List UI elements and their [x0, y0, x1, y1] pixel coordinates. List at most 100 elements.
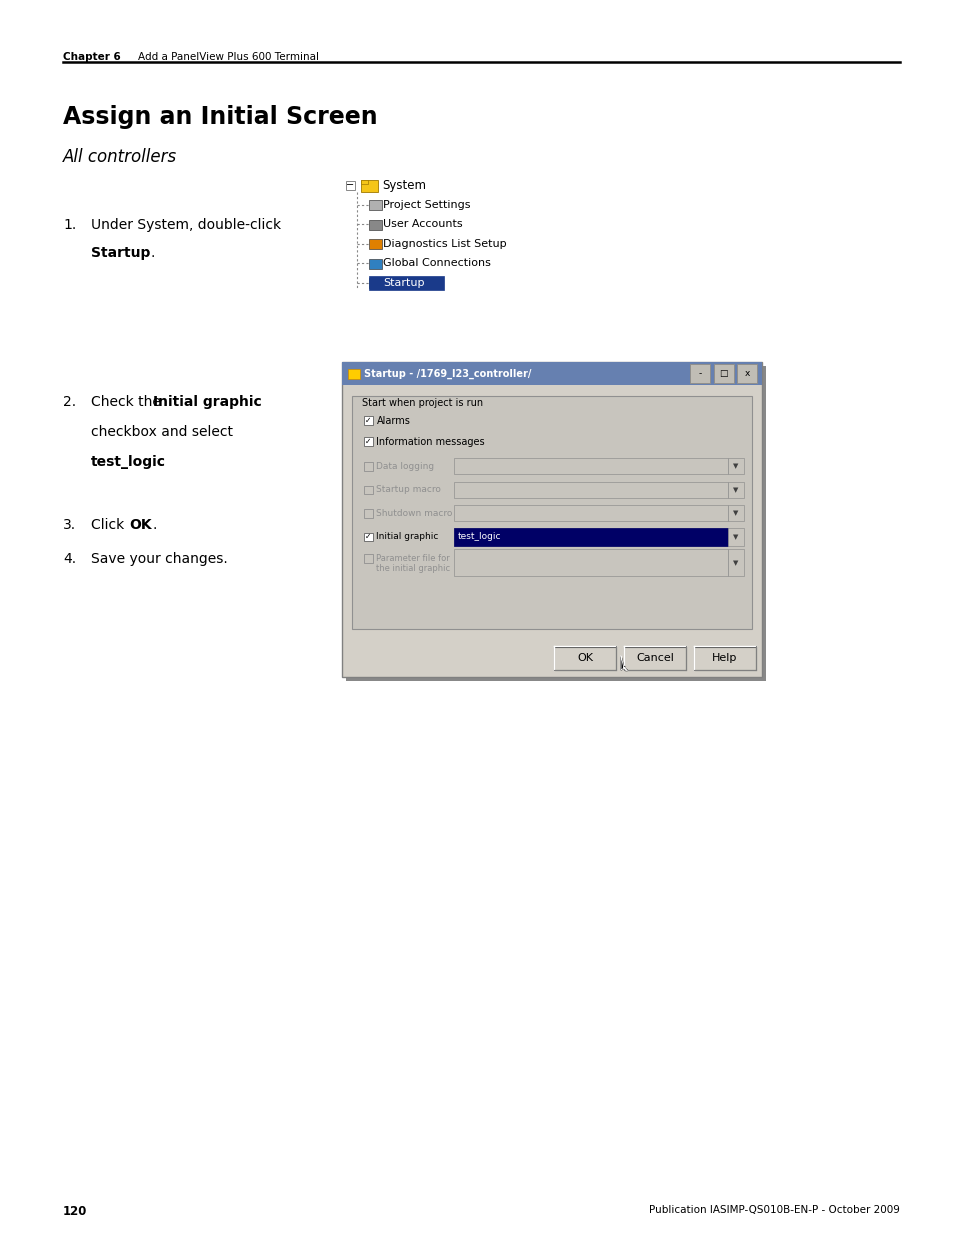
Bar	[341, 383, 761, 385]
Bar	[346, 180, 355, 189]
Bar	[341, 364, 761, 367]
Text: ✓: ✓	[365, 416, 371, 425]
Text: −: −	[346, 180, 355, 190]
Bar	[341, 372, 761, 374]
Bar	[346, 366, 765, 680]
Text: System: System	[381, 179, 426, 191]
Bar	[364, 532, 372, 541]
Bar	[341, 377, 761, 378]
Text: ✓: ✓	[365, 532, 371, 541]
Bar	[727, 482, 743, 498]
Text: x: x	[743, 369, 749, 378]
Bar	[352, 395, 751, 629]
Bar	[727, 529, 743, 546]
Bar	[737, 364, 757, 383]
Bar	[341, 374, 761, 377]
Text: Cancel: Cancel	[636, 653, 673, 663]
Text: Click: Click	[91, 517, 129, 532]
Text: Startup - /1769_l23_controller/: Startup - /1769_l23_controller/	[364, 368, 531, 379]
Text: -: -	[698, 369, 700, 378]
Text: test_logic: test_logic	[457, 532, 501, 541]
Text: Parameter file for: Parameter file for	[376, 555, 450, 563]
Bar	[364, 437, 372, 446]
Bar	[341, 362, 761, 677]
Bar	[623, 646, 685, 669]
Text: checkbox and select: checkbox and select	[91, 425, 233, 438]
Bar	[454, 482, 727, 498]
Text: Help: Help	[712, 653, 737, 663]
Bar	[341, 369, 761, 372]
Text: ▼: ▼	[733, 559, 738, 566]
Text: Assign an Initial Screen: Assign an Initial Screen	[63, 105, 377, 128]
Text: Project Settings: Project Settings	[382, 200, 470, 210]
Text: All controllers: All controllers	[63, 148, 177, 165]
Text: .: .	[151, 246, 155, 261]
Bar	[454, 529, 727, 546]
Text: Start when project is run: Start when project is run	[361, 398, 482, 408]
Text: Alarms: Alarms	[376, 415, 410, 426]
Bar	[360, 179, 377, 191]
Text: 3.: 3.	[63, 517, 76, 532]
Text: ▼: ▼	[733, 487, 738, 493]
Bar	[364, 416, 372, 425]
Bar	[341, 380, 761, 383]
Polygon shape	[620, 656, 627, 671]
Text: 4.: 4.	[63, 552, 76, 566]
Text: .: .	[159, 454, 163, 469]
Text: ✓: ✓	[365, 437, 371, 446]
Text: OK: OK	[577, 653, 593, 663]
Bar	[454, 505, 727, 521]
Bar	[364, 462, 372, 471]
Text: OK: OK	[129, 517, 152, 532]
Text: ▼: ▼	[733, 463, 738, 469]
Bar	[727, 458, 743, 474]
Text: Startup macro: Startup macro	[376, 485, 441, 494]
Bar	[693, 646, 755, 669]
Text: 1.: 1.	[63, 219, 76, 232]
Text: .: .	[152, 517, 157, 532]
Bar	[454, 458, 727, 474]
Bar	[454, 550, 727, 577]
Bar	[369, 275, 443, 289]
Text: User Accounts: User Accounts	[382, 219, 462, 228]
Bar	[713, 364, 733, 383]
Text: test_logic: test_logic	[91, 454, 166, 469]
Text: Diagnostics List Setup: Diagnostics List Setup	[382, 238, 506, 248]
Text: Initial graphic: Initial graphic	[152, 395, 261, 409]
Bar	[348, 369, 359, 379]
Text: Save your changes.: Save your changes.	[91, 552, 228, 566]
Text: Startup: Startup	[91, 246, 151, 261]
Bar	[454, 529, 727, 546]
Text: Publication IASIMP-QS010B-EN-P - October 2009: Publication IASIMP-QS010B-EN-P - October…	[648, 1205, 899, 1215]
Bar	[369, 200, 381, 210]
Text: □: □	[719, 369, 727, 378]
Text: Startup: Startup	[382, 278, 424, 288]
Bar	[341, 367, 761, 369]
Text: Chapter 6: Chapter 6	[63, 52, 121, 62]
Bar	[364, 555, 372, 563]
Text: Initial graphic: Initial graphic	[376, 532, 438, 541]
Text: Information messages: Information messages	[376, 437, 485, 447]
Bar	[364, 485, 372, 494]
Text: Data logging: Data logging	[376, 462, 435, 471]
Bar	[360, 179, 367, 184]
Text: Shutdown macro: Shutdown macro	[376, 509, 453, 517]
Bar	[341, 362, 761, 385]
Bar	[341, 378, 761, 380]
Text: the initial graphic: the initial graphic	[376, 564, 450, 573]
Bar	[727, 505, 743, 521]
Bar	[369, 278, 381, 288]
Text: 120: 120	[63, 1205, 88, 1218]
Bar	[369, 258, 381, 268]
Bar	[727, 550, 743, 577]
Bar	[554, 646, 616, 669]
Text: Add a PanelView Plus 600 Terminal: Add a PanelView Plus 600 Terminal	[138, 52, 318, 62]
Bar	[369, 220, 381, 230]
Text: ▼: ▼	[733, 534, 738, 540]
Text: Under System, double-click: Under System, double-click	[91, 219, 281, 232]
Text: Global Connections: Global Connections	[382, 258, 491, 268]
Bar	[369, 240, 381, 249]
Text: Check the: Check the	[91, 395, 165, 409]
Bar	[341, 362, 761, 364]
Text: 2.: 2.	[63, 395, 76, 409]
